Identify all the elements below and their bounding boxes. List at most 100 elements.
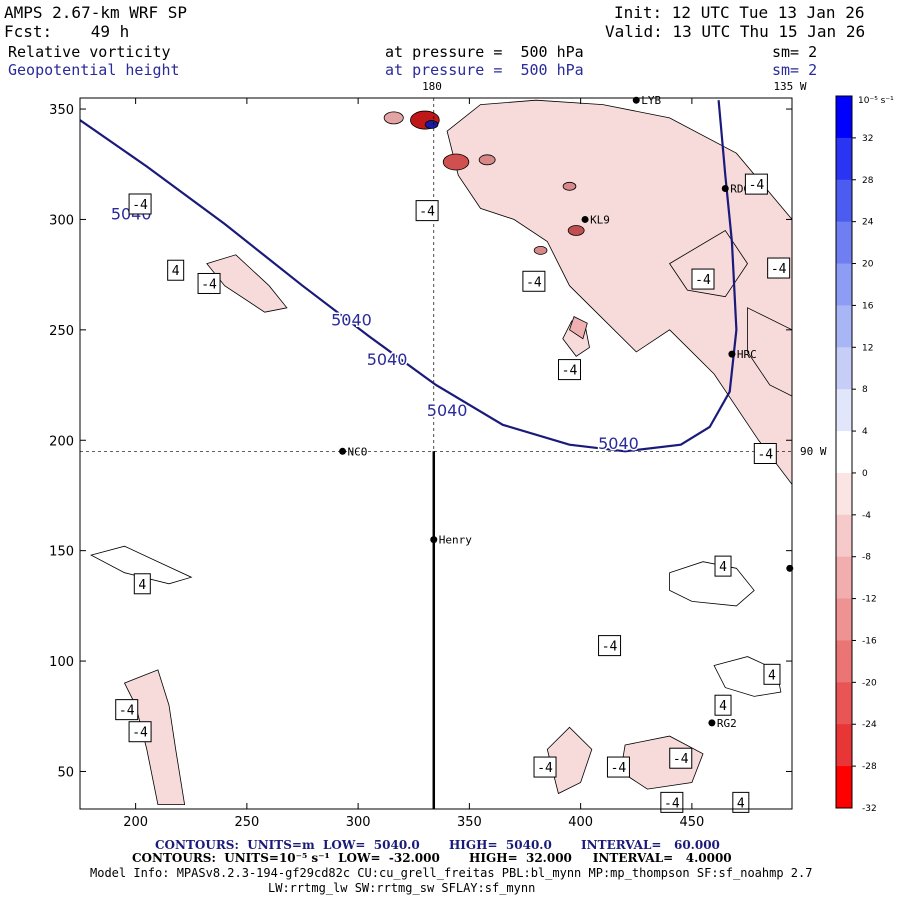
vorticity-region xyxy=(446,99,792,486)
contour-label-box xyxy=(732,791,750,813)
contour-label: 4 xyxy=(737,796,745,811)
vorticity-region xyxy=(546,726,593,795)
colorbar-tick-label: 24 xyxy=(862,218,874,228)
model-info: Model Info: MPASv8.2.3-194-gf29cd82c CU:… xyxy=(90,866,813,880)
field1-label: Relative vorticity xyxy=(8,43,171,61)
valid-time: Valid: 13 UTC Thu 15 Jan 26 xyxy=(605,22,866,41)
vorticity-maximum xyxy=(424,120,439,129)
colorbar-swatch xyxy=(836,724,852,767)
contour-label: -4 xyxy=(201,277,217,292)
colorbar-swatch xyxy=(836,389,852,432)
colorbar-tick-label: 12 xyxy=(862,343,873,353)
contour-label-box xyxy=(167,259,185,281)
positive-vorticity-contour xyxy=(669,561,755,607)
contour-label-box xyxy=(133,573,151,595)
colorbar-swatch xyxy=(836,347,852,390)
contour-label: -4 xyxy=(602,640,618,655)
positive-vorticity-contour xyxy=(713,656,782,697)
station-label: RG2 xyxy=(717,717,737,730)
height-contour-label: 5040 xyxy=(367,350,408,369)
contour-label: 4 xyxy=(172,264,180,279)
colorbar-tick-label: -24 xyxy=(862,720,877,730)
model-title: AMPS 2.67-km WRF SP xyxy=(4,3,188,22)
y-tick-label: 300 xyxy=(49,213,74,228)
y-tick-label: 200 xyxy=(49,434,74,449)
station-dot xyxy=(339,447,347,455)
init-time: Init: 12 UTC Tue 13 Jan 26 xyxy=(614,3,865,22)
contour-label-box xyxy=(763,663,781,685)
smoothing2-label: sm= 2 xyxy=(772,61,818,79)
vorticity-region xyxy=(669,229,748,298)
y-tick-label: 50 xyxy=(57,765,74,780)
x-tick-label: 250 xyxy=(234,815,259,830)
colorbar-tick-label: 32 xyxy=(862,134,873,144)
x-tick-label: 200 xyxy=(123,815,148,830)
contour-label: -4 xyxy=(119,704,135,719)
colorbar-swatch xyxy=(836,682,852,725)
colorbar-swatch xyxy=(836,431,852,474)
contour-label-box xyxy=(197,272,221,294)
contour-label: -4 xyxy=(757,448,773,463)
station-label: HRC xyxy=(737,348,757,361)
colorbar-swatch xyxy=(836,305,852,348)
colorbar-tick-label: 28 xyxy=(862,176,874,186)
colorbar-tick-label: 20 xyxy=(862,260,874,270)
colorbar-swatch xyxy=(836,514,852,558)
plot-frame xyxy=(79,97,793,810)
colorbar-swatch xyxy=(836,263,852,306)
colorbar-tick-label: -16 xyxy=(862,636,877,646)
colorbar-tick-label: -32 xyxy=(862,804,877,814)
colorbar-swatch xyxy=(836,137,852,181)
contour-label-box xyxy=(767,257,791,279)
colorbar-swatch xyxy=(836,556,852,600)
contour-label: 4 xyxy=(138,578,146,593)
x-tick-label: 300 xyxy=(346,815,371,830)
contour-label-box xyxy=(128,721,152,743)
contour-label: -4 xyxy=(562,364,578,379)
vorticity-region xyxy=(206,254,288,313)
field2-label: Geopotential height xyxy=(8,61,180,79)
colorbar-unit: 10⁻⁵ s⁻¹ xyxy=(858,96,894,106)
contour-label: -4 xyxy=(771,262,787,277)
x-tick-label: 400 xyxy=(568,815,593,830)
vorticity-maximum xyxy=(383,111,404,125)
colorbar-tick-label: 0 xyxy=(862,469,868,479)
station-dot xyxy=(430,536,438,544)
reference-lines xyxy=(80,98,792,809)
colorbar-tick-label: 16 xyxy=(862,301,874,311)
vorticity-contour-info: CONTOURS: UNITS=10⁻⁵ s⁻¹ LOW= -32.000 HI… xyxy=(132,851,732,865)
colorbar-frame xyxy=(835,95,853,809)
height-contour-label: 5040 xyxy=(331,310,372,329)
contour-label-box xyxy=(128,193,152,215)
contour-label: -4 xyxy=(526,275,542,290)
station-label: NCO xyxy=(348,445,368,458)
contour-label: -4 xyxy=(673,752,689,767)
colorbar-tick-label: -28 xyxy=(862,762,877,772)
contour-label: -4 xyxy=(132,726,148,741)
vorticity-region xyxy=(123,669,186,805)
colorbar-tick-label: 4 xyxy=(862,427,868,437)
station-label: Henry xyxy=(439,534,472,547)
contour-label: -4 xyxy=(537,761,553,776)
contour-label-box xyxy=(533,756,557,778)
contour-label-box xyxy=(522,270,546,292)
y-tick-label: 150 xyxy=(49,545,74,560)
y-tick-label: 100 xyxy=(49,655,74,670)
station-dot xyxy=(721,185,729,193)
vorticity-maximum xyxy=(562,181,577,191)
station-dot xyxy=(708,719,716,727)
contour-label: -4 xyxy=(419,205,435,220)
contour-label-box xyxy=(753,443,777,464)
contour-label-box xyxy=(744,173,768,195)
contour-label: -4 xyxy=(695,273,711,288)
vorticity-maximum xyxy=(478,154,496,166)
height-contour-info: CONTOURS: UNITS=m LOW= 5040.0 HIGH= 5040… xyxy=(155,838,720,852)
contour-label-box xyxy=(606,756,630,778)
vorticity-maximum xyxy=(442,153,470,171)
colorbar-tick-label: -8 xyxy=(862,553,871,563)
contour-label-box xyxy=(558,359,581,381)
longitude-180-label: 180 xyxy=(422,80,442,93)
contour-label-box xyxy=(115,699,139,721)
colorbar-swatch xyxy=(836,472,852,516)
